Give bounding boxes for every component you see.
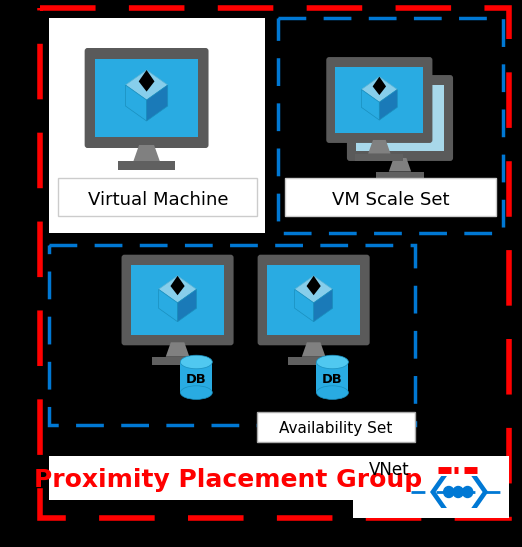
Polygon shape — [314, 289, 333, 322]
Polygon shape — [159, 289, 177, 322]
FancyBboxPatch shape — [122, 255, 233, 345]
FancyBboxPatch shape — [258, 255, 370, 345]
Text: DB: DB — [186, 373, 207, 386]
FancyBboxPatch shape — [95, 59, 198, 137]
FancyBboxPatch shape — [288, 357, 339, 365]
FancyBboxPatch shape — [267, 265, 360, 335]
Polygon shape — [430, 476, 447, 508]
Text: Virtual Machine: Virtual Machine — [88, 191, 228, 209]
Polygon shape — [294, 289, 314, 322]
Polygon shape — [125, 85, 147, 121]
Polygon shape — [361, 77, 397, 102]
Polygon shape — [294, 276, 333, 303]
FancyBboxPatch shape — [152, 357, 203, 365]
FancyBboxPatch shape — [356, 85, 444, 151]
FancyBboxPatch shape — [336, 67, 423, 133]
FancyBboxPatch shape — [316, 362, 348, 393]
Polygon shape — [139, 70, 155, 91]
Text: DB: DB — [322, 373, 343, 386]
Polygon shape — [177, 289, 197, 322]
Text: VM Scale Set: VM Scale Set — [332, 191, 449, 209]
FancyBboxPatch shape — [49, 456, 408, 500]
Polygon shape — [373, 77, 386, 95]
Ellipse shape — [181, 355, 212, 369]
Circle shape — [444, 486, 454, 498]
Ellipse shape — [181, 386, 212, 399]
FancyBboxPatch shape — [376, 172, 424, 179]
Polygon shape — [382, 106, 400, 136]
Polygon shape — [171, 276, 185, 295]
Text: Availability Set: Availability Set — [279, 422, 393, 437]
Polygon shape — [471, 476, 488, 508]
Polygon shape — [302, 342, 326, 357]
FancyBboxPatch shape — [286, 178, 496, 216]
FancyBboxPatch shape — [85, 48, 208, 148]
Polygon shape — [125, 70, 168, 100]
FancyBboxPatch shape — [131, 265, 224, 335]
FancyBboxPatch shape — [326, 57, 432, 143]
Polygon shape — [382, 92, 418, 118]
Polygon shape — [393, 92, 407, 111]
FancyBboxPatch shape — [347, 75, 453, 161]
FancyBboxPatch shape — [49, 18, 265, 233]
FancyBboxPatch shape — [355, 154, 404, 161]
Polygon shape — [361, 90, 379, 120]
Ellipse shape — [316, 355, 348, 369]
FancyBboxPatch shape — [118, 161, 175, 170]
FancyBboxPatch shape — [58, 178, 257, 216]
FancyBboxPatch shape — [181, 362, 212, 393]
Circle shape — [453, 486, 464, 498]
Text: Proximity Placement Group: Proximity Placement Group — [34, 468, 422, 492]
FancyBboxPatch shape — [257, 412, 415, 442]
Text: VNet: VNet — [369, 461, 409, 479]
Polygon shape — [134, 145, 160, 161]
Polygon shape — [147, 85, 168, 121]
Polygon shape — [379, 90, 397, 120]
Ellipse shape — [316, 386, 348, 399]
Polygon shape — [400, 106, 418, 136]
Polygon shape — [389, 158, 411, 172]
Polygon shape — [165, 342, 189, 357]
Polygon shape — [368, 140, 390, 154]
Polygon shape — [159, 276, 197, 303]
FancyBboxPatch shape — [353, 456, 509, 518]
Circle shape — [462, 486, 473, 498]
Polygon shape — [306, 276, 321, 295]
